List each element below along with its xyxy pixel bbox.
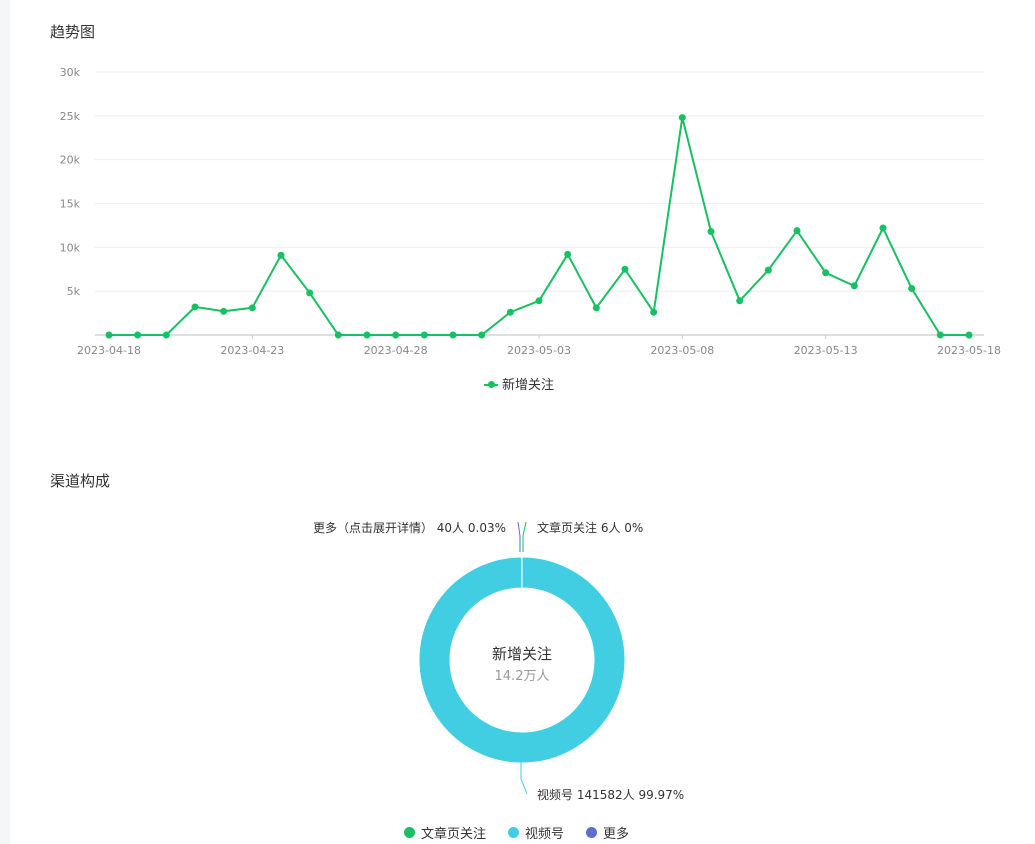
- data-point[interactable]: [592, 304, 600, 312]
- donut-slices: [418, 556, 626, 764]
- data-point[interactable]: [621, 265, 629, 273]
- legend-dot-more-icon: [586, 827, 598, 838]
- donut-center-title: 新增关注: [492, 645, 552, 663]
- data-point[interactable]: [764, 266, 772, 274]
- data-point[interactable]: [134, 331, 142, 339]
- slice-label-video[interactable]: 视频号 141582人 99.97%: [537, 787, 684, 802]
- x-axis-ticks: 2023-04-18 2023-04-23 2023-04-28 2023-05-03…: [77, 335, 1001, 357]
- x-tick-label: 2023-04-23: [220, 344, 284, 357]
- data-point[interactable]: [363, 331, 371, 339]
- data-point[interactable]: [908, 285, 916, 293]
- data-point[interactable]: [191, 303, 199, 311]
- series-points: [105, 114, 973, 339]
- y-tick-label: 30k: [60, 66, 81, 79]
- leader-line-article: [522, 521, 527, 552]
- data-point[interactable]: [478, 331, 486, 339]
- data-point[interactable]: [736, 297, 744, 305]
- y-tick-label: 20k: [60, 154, 81, 167]
- data-point[interactable]: [306, 289, 314, 297]
- y-tick-label: 15k: [60, 198, 81, 211]
- data-point[interactable]: [392, 331, 400, 339]
- x-tick-label: 2023-05-18: [937, 344, 1001, 357]
- legend-item-article[interactable]: 文章页关注: [404, 823, 486, 842]
- data-point[interactable]: [879, 224, 887, 232]
- donut-slice[interactable]: [418, 556, 626, 764]
- leader-line-video: [520, 759, 528, 795]
- channel-legend: 文章页关注 视频号 更多: [404, 823, 629, 842]
- y-axis-ticks: 5k 10k 15k 20k 25k 30k: [60, 66, 81, 298]
- data-point[interactable]: [420, 331, 428, 339]
- x-tick-label: 2023-04-28: [364, 344, 428, 357]
- data-point[interactable]: [965, 331, 973, 339]
- data-point[interactable]: [678, 114, 686, 122]
- legend-item-video[interactable]: 视频号: [508, 823, 564, 842]
- channel-donut-chart: 更多（点击展开详情） 40人 0.03% 文章页关注 6人 0% 视频号 141…: [313, 520, 684, 802]
- channel-section-title: 渠道构成: [50, 472, 111, 490]
- trend-legend[interactable]: 新增关注: [484, 374, 554, 393]
- left-sidebar-strip: [0, 0, 10, 844]
- legend-dot-article-icon: [404, 827, 415, 838]
- legend-label-article: 文章页关注: [421, 827, 487, 842]
- trend-section-title: 趋势图: [50, 23, 96, 41]
- data-point[interactable]: [506, 308, 514, 316]
- data-point[interactable]: [535, 297, 543, 305]
- y-tick-label: 5k: [67, 285, 81, 298]
- data-point[interactable]: [650, 308, 658, 316]
- data-point[interactable]: [793, 227, 801, 235]
- data-point[interactable]: [564, 250, 572, 258]
- legend-item-more[interactable]: 更多: [586, 823, 629, 842]
- x-tick-label: 2023-05-13: [794, 344, 858, 357]
- data-point[interactable]: [936, 331, 944, 339]
- data-point[interactable]: [707, 228, 715, 236]
- data-point[interactable]: [248, 304, 256, 312]
- y-tick-label: 25k: [60, 110, 81, 123]
- leader-line-more: [517, 521, 521, 552]
- legend-label-more: 更多: [603, 827, 630, 842]
- x-tick-label: 2023-05-03: [507, 344, 571, 357]
- grid-lines: [95, 71, 984, 292]
- legend-line-marker-icon: [484, 379, 498, 389]
- data-point[interactable]: [220, 307, 228, 315]
- data-point[interactable]: [334, 331, 342, 339]
- donut-center-value: 14.2万人: [495, 669, 550, 684]
- data-point[interactable]: [277, 251, 285, 259]
- data-point[interactable]: [822, 269, 830, 277]
- data-point[interactable]: [850, 282, 858, 290]
- slice-label-article[interactable]: 文章页关注 6人 0%: [537, 520, 643, 535]
- x-tick-label: 2023-05-08: [650, 344, 714, 357]
- legend-dot-video-icon: [508, 827, 520, 838]
- legend-label-video: 视频号: [525, 827, 565, 842]
- data-point[interactable]: [162, 331, 170, 339]
- trend-legend-label: 新增关注: [502, 378, 555, 393]
- y-tick-label: 10k: [60, 241, 81, 254]
- slice-label-more[interactable]: 更多（点击展开详情） 40人 0.03%: [313, 520, 506, 535]
- data-point[interactable]: [105, 331, 113, 339]
- x-tick-label: 2023-04-18: [77, 344, 141, 357]
- data-point[interactable]: [449, 331, 457, 339]
